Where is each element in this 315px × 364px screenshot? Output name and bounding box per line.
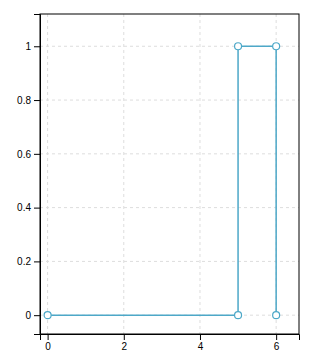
tick-label: 0.8 (17, 95, 31, 106)
tick-mark (34, 100, 40, 101)
tick-label: 4 (198, 341, 204, 352)
tick-mark (34, 261, 40, 262)
tick-mark (48, 334, 49, 340)
grid-line (40, 153, 299, 154)
tick: 4 (198, 334, 204, 352)
tick-label: 0.6 (17, 149, 31, 160)
axis-domain (34, 15, 41, 335)
grid-line (40, 100, 299, 101)
tick: 2 (122, 334, 128, 352)
marker (44, 312, 51, 319)
marker (235, 312, 242, 319)
y-axis: 0 0.2 0.4 0.6 0.8 1 (17, 15, 40, 335)
tick-mark (200, 334, 201, 340)
tick-mark (276, 334, 277, 340)
tick-label: 6 (274, 341, 280, 352)
tick: 1 (25, 41, 40, 52)
tick-label: 0.2 (17, 256, 31, 267)
tick-mark (34, 315, 40, 316)
tick-label: 2 (122, 341, 128, 352)
grid-line (40, 207, 299, 208)
tick-label: 0.4 (17, 202, 31, 213)
axis-domain (41, 335, 300, 341)
grid-line (123, 14, 124, 334)
tick: 0.2 (17, 256, 40, 267)
plot: 0 2 4 6 0 0.2 0.4 0.6 0.8 1 (17, 14, 299, 352)
marker (273, 312, 280, 319)
tick: 0 (25, 310, 40, 321)
tick-mark (34, 46, 40, 47)
tick-mark (34, 154, 40, 155)
tick-mark (124, 334, 125, 340)
grid-line (199, 14, 200, 334)
grid (40, 14, 299, 334)
tick-mark (34, 208, 40, 209)
tick-label: 0 (45, 341, 51, 352)
tick: 0.6 (17, 149, 40, 160)
marks (44, 43, 280, 319)
tick: 0 (45, 334, 51, 352)
tick-label: 0 (25, 310, 31, 321)
line (48, 46, 277, 315)
marker (273, 43, 280, 50)
grid-line (40, 261, 299, 262)
plot-frame (40, 14, 299, 334)
x-axis: 0 2 4 6 (41, 334, 300, 352)
marker (235, 43, 242, 50)
tick-label: 1 (25, 41, 31, 52)
tick: 6 (274, 334, 280, 352)
tick: 0.8 (17, 95, 40, 106)
grid-line (47, 14, 48, 334)
tick: 0.4 (17, 202, 40, 213)
chart: 0 2 4 6 0 0.2 0.4 0.6 0.8 1 (0, 0, 315, 364)
